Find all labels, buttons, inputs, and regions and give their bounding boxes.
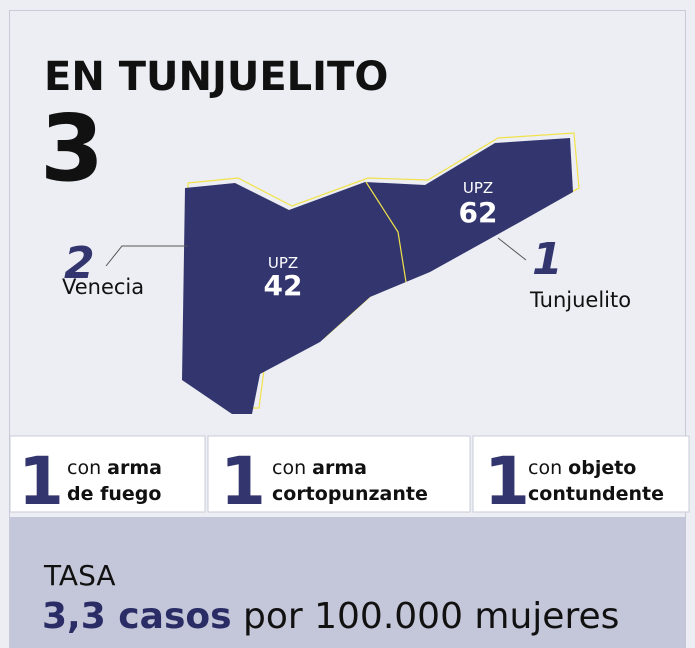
weapon-text: de fuego <box>67 483 161 505</box>
region-count: 2 <box>64 238 95 289</box>
weapon-count: 1 <box>220 443 266 520</box>
upz-label: UPZ <box>463 179 493 197</box>
leader-line <box>105 245 188 267</box>
weapon-text: con objeto <box>528 457 636 479</box>
weapon-text: con arma <box>67 457 162 479</box>
map-area <box>182 138 573 414</box>
rate-panel <box>10 517 686 648</box>
leader-line <box>497 237 527 261</box>
rate-text: 3,3 casos por 100.000 mujeres <box>42 596 619 637</box>
weapon-box: 1 con arma cortopunzante <box>207 435 471 520</box>
region-name: Tunjuelito <box>529 288 631 312</box>
region-name: Venecia <box>62 275 144 299</box>
weapon-box: 1 con objeto contundente <box>472 435 690 520</box>
upz-code: 42 <box>264 269 303 302</box>
total: 3 <box>40 95 104 202</box>
rate-label: TASA <box>43 559 116 592</box>
weapon-text: con arma <box>272 457 367 479</box>
upz-label: UPZ <box>268 254 298 272</box>
title: EN TUNJUELITO <box>44 54 388 100</box>
map-divider <box>365 181 407 283</box>
upz-code: 62 <box>459 196 498 229</box>
weapon-count: 1 <box>484 443 530 520</box>
weapon-count: 1 <box>18 443 64 520</box>
weapon-text: cortopunzante <box>272 483 428 505</box>
weapon-text: contundente <box>528 483 664 505</box>
weapon-box: 1 con arma de fuego <box>9 435 206 520</box>
region-count: 1 <box>532 234 563 285</box>
